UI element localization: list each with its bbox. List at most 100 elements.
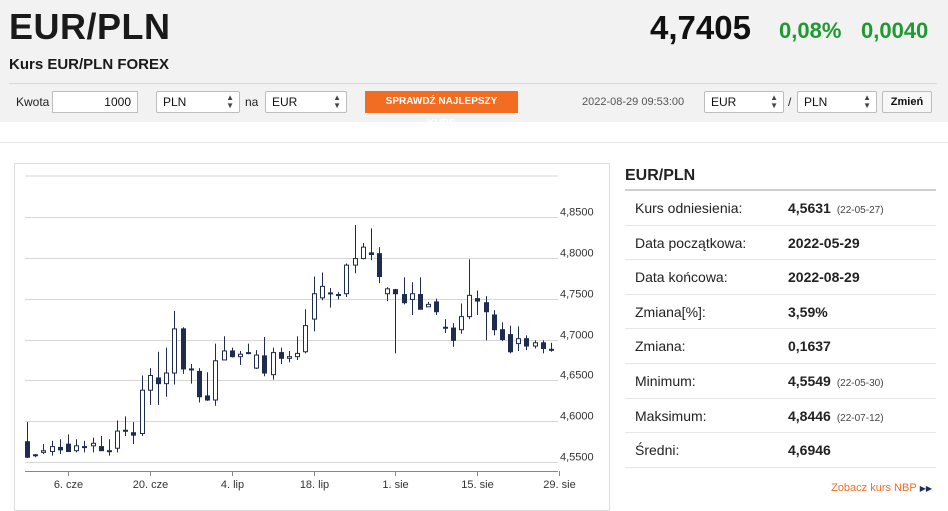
- candle-body: [66, 443, 71, 453]
- candle-body: [312, 293, 317, 320]
- candle-body: [393, 289, 398, 295]
- candle-body: [156, 377, 161, 385]
- stat-value-text: 4,5631: [788, 200, 831, 216]
- stat-date: (22-05-27): [836, 205, 884, 216]
- stat-row: Data końcowa: 2022-08-29: [625, 260, 936, 295]
- y-tick-label: 4,7000: [560, 330, 594, 342]
- y-tick-label: 4,6500: [560, 370, 594, 382]
- stat-value-text: 4,8446: [788, 407, 831, 424]
- candle-body: [33, 454, 38, 457]
- to-label: na: [245, 95, 259, 109]
- stat-label: Minimum:: [635, 372, 696, 389]
- candle-body: [279, 352, 284, 359]
- updown-arrows-icon: ▲ ▼: [863, 93, 871, 110]
- pair-subtitle: Kurs EUR/PLN FOREX: [9, 56, 170, 73]
- nbp-rate-link[interactable]: Zobacz kurs NBP ▶▶: [831, 482, 932, 494]
- candle-body: [50, 446, 55, 453]
- stats-panel: EUR/PLN Kurs odniesienia: 4,5631 (22-05-27…: [625, 163, 936, 468]
- to-currency-value: EUR: [272, 95, 298, 109]
- candle-body: [328, 292, 333, 295]
- candle-body: [524, 338, 529, 347]
- y-tick-label: 4,7500: [560, 289, 594, 301]
- candle-body: [131, 432, 136, 436]
- x-tick-label: 6. cze: [54, 479, 83, 491]
- candle-body: [25, 441, 30, 458]
- candle-body: [123, 429, 128, 432]
- pair-title: EUR/PLN: [9, 6, 171, 47]
- to-currency-select[interactable]: EUR ▲ ▼: [265, 91, 347, 113]
- stat-row: Data początkowa: 2022-05-29: [625, 226, 936, 261]
- x-tick-label: 1. sie: [382, 479, 408, 491]
- candle-body: [172, 328, 177, 374]
- stat-date: (22-07-12): [836, 412, 884, 424]
- candle-body: [426, 303, 431, 308]
- candle-body: [222, 350, 227, 361]
- candle-body: [459, 316, 464, 331]
- candle-body: [516, 338, 521, 345]
- stat-value: 4,6946: [788, 433, 831, 467]
- best-rate-button[interactable]: SPRAWDŹ NAJLEPSZY KURS: [365, 91, 518, 129]
- candle-body: [336, 294, 341, 297]
- candle-body: [369, 252, 374, 255]
- candle-body: [140, 389, 145, 435]
- stats-table: Kurs odniesienia: 4,5631 (22-05-27) Data po…: [625, 191, 936, 468]
- candle-body: [549, 348, 554, 351]
- candle-body: [467, 294, 472, 318]
- stat-row: Zmiana: 0,1637: [625, 329, 936, 364]
- stat-date: (22-05-30): [836, 377, 884, 389]
- candle-body: [254, 354, 259, 369]
- pair-quote-select[interactable]: PLN ▲ ▼: [797, 91, 877, 113]
- candle-body: [533, 342, 538, 347]
- x-tick-label: 20. cze: [133, 479, 168, 491]
- candle-body: [303, 325, 308, 353]
- quote-header: EUR/PLN Kurs EUR/PLN FOREX 4,7405 0,08% …: [0, 0, 948, 129]
- candle-body: [238, 353, 243, 358]
- candle-body: [418, 294, 423, 310]
- y-tick-label: 4,6000: [560, 411, 594, 423]
- candlestick-chart: 4,8500 4,8000 4,7500 4,7000 4,6500 4,6000 4,55…: [25, 175, 594, 491]
- stat-row: Maksimum: 4,8446 (22-07-12): [625, 399, 936, 434]
- amount-input[interactable]: 1000: [52, 91, 138, 113]
- y-tick-label: 4,5500: [560, 452, 594, 464]
- y-tick-label: 4,8500: [560, 207, 594, 219]
- double-arrow-right-icon: ▶▶: [919, 484, 932, 493]
- candle-body: [91, 442, 96, 447]
- change-percent: 0,08%: [779, 18, 842, 43]
- stat-label: Maksimum:: [635, 407, 707, 424]
- x-tick-label: 15. sie: [461, 479, 493, 491]
- candle-body: [508, 334, 513, 353]
- pair-quote-value: PLN: [804, 95, 828, 109]
- stat-value: 2022-08-29: [788, 260, 860, 294]
- stat-label: Zmiana[%]:: [635, 303, 706, 320]
- from-currency-select[interactable]: PLN ▲ ▼: [156, 91, 240, 113]
- candle-body: [344, 264, 349, 295]
- stat-value: 4,5549 (22-05-30): [788, 364, 884, 401]
- stats-title: EUR/PLN: [625, 163, 936, 191]
- candle-body: [181, 328, 186, 370]
- stat-value: 4,8446 (22-07-12): [788, 399, 884, 436]
- candle-body: [107, 450, 112, 453]
- candle-body: [115, 430, 120, 449]
- stat-value-text: 0,1637: [788, 338, 831, 355]
- stat-label: Zmiana:: [635, 338, 686, 355]
- stat-value: 0,1637: [788, 329, 831, 363]
- x-tick-label: 18. lip: [300, 479, 329, 491]
- candle-body: [500, 329, 505, 341]
- candle-body: [410, 293, 415, 300]
- candle-body: [197, 370, 202, 398]
- stat-value-text: 2022-05-29: [788, 234, 860, 251]
- updown-arrows-icon: ▲ ▼: [770, 93, 778, 110]
- candle-body: [164, 372, 169, 385]
- candle-body: [492, 314, 497, 331]
- change-pair-button[interactable]: Zmień: [882, 91, 932, 113]
- candle-body: [148, 374, 153, 391]
- candle-body: [58, 446, 63, 451]
- stat-row: Kurs odniesienia: 4,5631 (22-05-27): [625, 191, 936, 226]
- stat-row: Średni: 4,6946: [625, 433, 936, 468]
- pair-base-select[interactable]: EUR ▲ ▼: [704, 91, 784, 113]
- stat-value-text: 3,59%: [788, 303, 828, 320]
- stat-row: Zmiana[%]: 3,59%: [625, 295, 936, 330]
- stat-value-text: 2022-08-29: [788, 269, 860, 286]
- candle-body: [262, 355, 267, 374]
- candle-body: [246, 352, 251, 355]
